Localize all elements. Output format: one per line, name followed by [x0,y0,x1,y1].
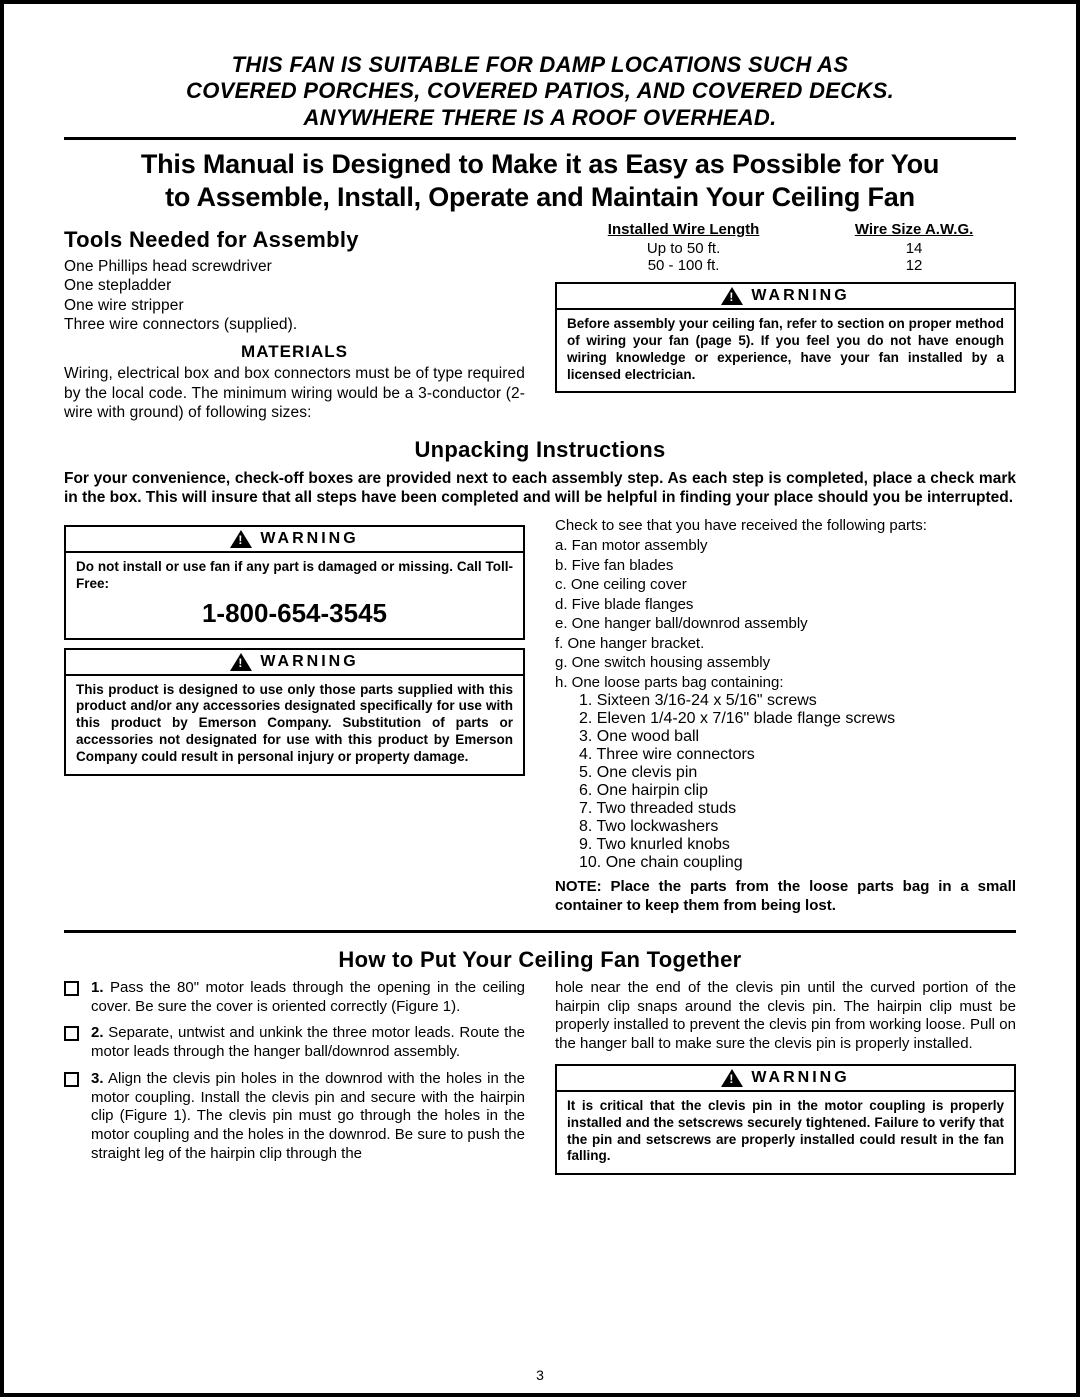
part-item: c. One ceiling cover [555,575,1016,595]
warning-body: It is critical that the clevis pin in th… [557,1092,1014,1174]
assembly-heading: How to Put Your Ceiling Fan Together [64,947,1016,973]
part-item: f. One hanger bracket. [555,634,1016,654]
step-checkbox[interactable] [64,1072,79,1087]
loose-part-item: 5. One clevis pin [579,764,1016,782]
warning-text: Do not install or use fan if any part is… [76,559,513,591]
loose-part-item: 1. Sixteen 3/16-24 x 5/16" screws [579,692,1016,710]
header-line1: THIS FAN IS SUITABLE FOR DAMP LOCATIONS … [232,52,849,77]
loose-part-item: 8. Two lockwashers [579,818,1016,836]
wire-col1-head: Installed Wire Length [555,221,812,240]
assembly-right: hole near the end of the clevis pin unti… [555,979,1016,1184]
phone-number: 1-800-654-3545 [76,597,513,630]
title-line1: This Manual is Designed to Make it as Ea… [141,149,939,179]
warning-header: WARNING [66,527,523,553]
wire-cell: Up to 50 ft. [555,240,812,257]
loose-part-item: 2. Eleven 1/4-20 x 7/16" blade flange sc… [579,710,1016,728]
warning-header: WARNING [557,284,1014,310]
warning-label: WARNING [751,287,849,305]
loose-parts-list: 1. Sixteen 3/16-24 x 5/16" screws 2. Ele… [555,692,1016,872]
wire-table: Installed Wire Length Wire Size A.W.G. U… [555,221,1016,274]
wire-col2-head: Wire Size A.W.G. [812,221,1016,240]
step-body: Separate, untwist and unkink the three m… [91,1024,525,1060]
warning-box-3: WARNING This product is designed to use … [64,648,525,776]
warning-triangle-icon [230,530,252,548]
parts-list: a. Fan motor assembly b. Five fan blades… [555,536,1016,692]
warning-triangle-icon [721,1069,743,1087]
tool-item: One Phillips head screwdriver [64,258,272,275]
header-notice: THIS FAN IS SUITABLE FOR DAMP LOCATIONS … [64,52,1016,131]
divider [64,137,1016,140]
tool-item: One wire stripper [64,297,184,314]
warning-triangle-icon [230,653,252,671]
header-line3: ANYWHERE THERE IS A ROOF OVERHEAD. [303,105,776,130]
part-item: b. Five fan blades [555,556,1016,576]
page-number: 3 [536,1367,544,1383]
step-number: 3. [91,1070,104,1087]
tool-item: Three wire connectors (supplied). [64,316,297,333]
assembly-left: 1. Pass the 80" motor leads through the … [64,979,525,1184]
materials-text: Wiring, electrical box and box connector… [64,364,525,422]
tools-materials-row: Tools Needed for Assembly One Phillips h… [64,221,1016,423]
part-item: g. One switch housing assembly [555,653,1016,673]
warning-label: WARNING [260,653,358,671]
loose-part-item: 6. One hairpin clip [579,782,1016,800]
step-text: 3. Align the clevis pin holes in the dow… [91,1070,525,1164]
title-line2: to Assemble, Install, Operate and Mainta… [165,182,915,212]
tools-heading: Tools Needed for Assembly [64,227,525,253]
main-title: This Manual is Designed to Make it as Ea… [64,148,1016,213]
part-item: a. Fan motor assembly [555,536,1016,556]
loose-part-item: 7. Two threaded studs [579,800,1016,818]
loose-part-item: 4. Three wire connectors [579,746,1016,764]
step-text: 2. Separate, untwist and unkink the thre… [91,1024,525,1062]
part-item: e. One hanger ball/downrod assembly [555,614,1016,634]
step-row: 3. Align the clevis pin holes in the dow… [64,1070,525,1164]
parts-note: NOTE: Place the parts from the loose par… [555,878,1016,916]
assembly-row-cols: 1. Pass the 80" motor leads through the … [64,979,1016,1184]
loose-part-item: 10. One chain coupling [579,854,1016,872]
wire-cell: 12 [812,257,1016,274]
divider [64,930,1016,933]
step-text: 1. Pass the 80" motor leads through the … [91,979,525,1017]
warnings-column: WARNING Do not install or use fan if any… [64,517,525,916]
step-number: 1. [91,979,104,996]
part-item: h. One loose parts bag containing: [555,673,1016,693]
loose-part-item: 9. Two knurled knobs [579,836,1016,854]
step-checkbox[interactable] [64,981,79,996]
unpacking-intro: For your convenience, check-off boxes ar… [64,469,1016,508]
wire-warning-column: Installed Wire Length Wire Size A.W.G. U… [555,221,1016,423]
parts-intro: Check to see that you have received the … [555,517,1016,534]
manual-page: THIS FAN IS SUITABLE FOR DAMP LOCATIONS … [0,0,1080,1397]
wire-cell: 14 [812,240,1016,257]
warning-box-1: WARNING Before assembly your ceiling fan… [555,282,1016,394]
step-checkbox[interactable] [64,1026,79,1041]
step-row: 2. Separate, untwist and unkink the thre… [64,1024,525,1062]
unpacking-row: WARNING Do not install or use fan if any… [64,517,1016,916]
warning-body: Before assembly your ceiling fan, refer … [557,310,1014,392]
warning-body: Do not install or use fan if any part is… [66,553,523,637]
warning-header: WARNING [557,1066,1014,1092]
warning-label: WARNING [260,530,358,548]
warning-box-2: WARNING Do not install or use fan if any… [64,525,525,639]
wire-cell: 50 - 100 ft. [555,257,812,274]
step-body: Pass the 80" motor leads through the ope… [91,979,525,1015]
unpacking-heading: Unpacking Instructions [64,437,1016,463]
warning-box-4: WARNING It is critical that the clevis p… [555,1064,1016,1176]
warning-body: This product is designed to use only tho… [66,676,523,774]
tools-column: Tools Needed for Assembly One Phillips h… [64,221,525,423]
tool-item: One stepladder [64,277,171,294]
tools-list: One Phillips head screwdriver One stepla… [64,257,525,335]
header-line2: COVERED PORCHES, COVERED PATIOS, AND COV… [186,78,894,103]
step-number: 2. [91,1024,104,1041]
warning-label: WARNING [751,1069,849,1087]
warning-header: WARNING [66,650,523,676]
loose-part-item: 3. One wood ball [579,728,1016,746]
step-continuation: hole near the end of the clevis pin unti… [555,979,1016,1054]
materials-heading: MATERIALS [64,342,525,362]
parts-column: Check to see that you have received the … [555,517,1016,916]
part-item: d. Five blade flanges [555,595,1016,615]
warning-triangle-icon [721,287,743,305]
step-row: 1. Pass the 80" motor leads through the … [64,979,525,1017]
step-body: Align the clevis pin holes in the downro… [91,1070,525,1162]
